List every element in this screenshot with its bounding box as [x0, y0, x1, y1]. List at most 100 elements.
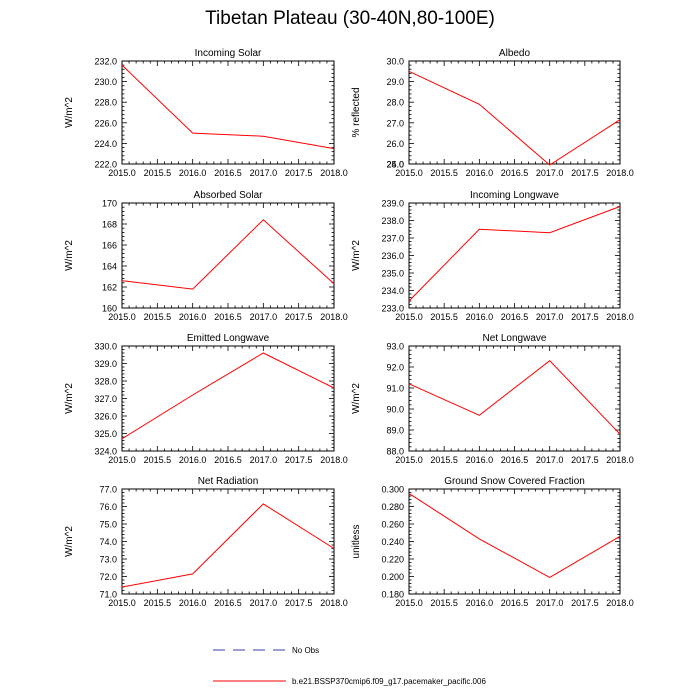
x-tick-label: 2015.0	[108, 168, 136, 178]
panel-5: Emitted Longwave W/m^2 2015.0 2015.5 2016.0 2…	[64, 333, 348, 465]
x-tick-label: 2017.5	[571, 312, 599, 322]
y-tick-label: 72.0	[99, 572, 117, 582]
x-tick-label: 2016.0	[466, 455, 494, 465]
x-tick-label: 2017.5	[285, 168, 313, 178]
x-tick-label: 2017.5	[571, 598, 599, 608]
x-tick-label: 2017.5	[571, 455, 599, 465]
y-tick-label: 168	[102, 220, 117, 230]
panel-title: Incoming Longwave	[470, 190, 559, 201]
y-tick-label: 91.0	[386, 384, 404, 394]
panel-1: Incoming Solar W/m^2 2015.0 2015.5 2016.0 201…	[64, 48, 348, 178]
plot-frame	[408, 60, 621, 165]
plot-frame	[121, 60, 335, 165]
y-tick-label: 330.0	[94, 342, 117, 352]
x-tick-label: 2015.0	[395, 455, 423, 465]
y-tick-label-extra: 24.0	[386, 160, 404, 170]
y-tick-label: 90.0	[386, 405, 404, 415]
y-tick-label: 0.200	[381, 572, 404, 582]
y-tick-label: 162	[102, 283, 117, 293]
y-tick-label: 326.0	[94, 412, 117, 422]
y-tick-label: 92.0	[386, 363, 404, 373]
y-axis-label: W/m^2	[64, 526, 75, 557]
panel-title: Net Radiation	[198, 476, 259, 487]
series-line	[408, 492, 621, 578]
x-tick-label: 2017.0	[536, 168, 564, 178]
panel-title: Incoming Solar	[195, 48, 262, 59]
y-tick-label: 74.0	[99, 537, 117, 547]
y-tick-label: 233.0	[381, 304, 404, 314]
y-tick-label: 327.0	[94, 394, 117, 404]
x-tick-label: 2016.5	[501, 598, 529, 608]
y-tick-label: 0.220	[381, 555, 404, 565]
y-tick-label: 237.0	[381, 234, 404, 244]
x-tick-label: 2016.5	[501, 455, 529, 465]
y-tick-label: 0.180	[381, 590, 404, 600]
x-tick-label: 2015.0	[395, 598, 423, 608]
series-line	[408, 360, 621, 435]
x-tick-label: 2017.0	[536, 312, 564, 322]
y-tick-label: 230.0	[94, 77, 117, 87]
y-tick-label: 71.0	[99, 590, 117, 600]
series-line	[121, 352, 335, 440]
x-tick-label: 2017.0	[250, 598, 278, 608]
panel-8: Ground Snow Covered Fraction unitless 2015…	[351, 476, 634, 608]
y-tick-label: 0.280	[381, 502, 404, 512]
x-tick-label: 2015.0	[108, 312, 136, 322]
y-tick-label: 228.0	[94, 98, 117, 108]
x-tick-label: 2015.5	[144, 312, 172, 322]
y-axis-label: % reflected	[351, 87, 362, 137]
y-tick-label: 75.0	[99, 520, 117, 530]
y-tick-label: 0.300	[381, 485, 404, 495]
y-tick-label: 226.0	[94, 118, 117, 128]
x-tick-label: 2015.0	[395, 168, 423, 178]
x-tick-label: 2015.5	[144, 598, 172, 608]
legend-label: No Obs	[292, 646, 319, 655]
y-tick-label: 238.0	[381, 216, 404, 226]
x-tick-label: 2015.5	[430, 168, 458, 178]
panel-title: Absorbed Solar	[194, 190, 264, 201]
panel-3: Absorbed Solar W/m^2 2015.0 2015.5 2016.0 201…	[64, 190, 348, 322]
x-tick-label: 2017.0	[250, 455, 278, 465]
y-axis-label: W/m^2	[64, 383, 75, 414]
panel-6: Net Longwave W/m^2 2015.0 2015.5 2016.0 2016.…	[351, 333, 634, 465]
y-tick-label: 25.0	[386, 160, 404, 170]
x-tick-label: 2016.0	[466, 598, 494, 608]
figure-title: Tibetan Plateau (30-40N,80-100E)	[205, 8, 495, 29]
x-tick-label: 2016.0	[466, 312, 494, 322]
y-tick-label: 0.240	[381, 537, 404, 547]
x-tick-label: 2018.0	[320, 168, 348, 178]
y-tick-label: 224.0	[94, 139, 117, 149]
y-axis-label: W/m^2	[64, 240, 75, 271]
series-line	[121, 503, 335, 588]
x-tick-label: 2017.5	[285, 598, 313, 608]
y-tick-label: 170	[102, 199, 117, 209]
x-tick-label: 2015.5	[430, 312, 458, 322]
plot-frame	[121, 488, 335, 595]
plot-frame	[121, 345, 335, 452]
legend: No Obs b.e21.BSSP370cmip6.f09_g17.pacemak…	[213, 646, 486, 686]
x-tick-label: 2015.0	[108, 598, 136, 608]
y-tick-label: 28.0	[386, 98, 404, 108]
x-tick-label: 2016.5	[214, 598, 242, 608]
x-tick-label: 2017.0	[536, 455, 564, 465]
y-tick-label: 235.0	[381, 269, 404, 279]
x-tick-label: 2015.5	[430, 455, 458, 465]
plot-frame	[408, 488, 621, 595]
panel-title: Emitted Longwave	[187, 333, 270, 344]
x-tick-label: 2018.0	[320, 312, 348, 322]
y-axis-label: W/m^2	[64, 97, 75, 128]
x-tick-label: 2015.5	[430, 598, 458, 608]
x-tick-label: 2015.0	[108, 455, 136, 465]
y-tick-label: 234.0	[381, 286, 404, 296]
y-tick-label: 236.0	[381, 251, 404, 261]
x-tick-label: 2018.0	[606, 455, 634, 465]
x-tick-label: 2016.0	[179, 312, 207, 322]
y-tick-label: 222.0	[94, 160, 117, 170]
panel-7: Net Radiation W/m^2 2015.0 2015.5 2016.0 2016…	[64, 476, 348, 608]
y-tick-label: 30.0	[386, 57, 404, 67]
x-tick-label: 2016.0	[179, 168, 207, 178]
y-tick-label: 329.0	[94, 359, 117, 369]
panel-2: Albedo % reflected 2015.0 2015.5 2016.0 2016.…	[351, 48, 634, 178]
x-tick-label: 2016.0	[179, 598, 207, 608]
